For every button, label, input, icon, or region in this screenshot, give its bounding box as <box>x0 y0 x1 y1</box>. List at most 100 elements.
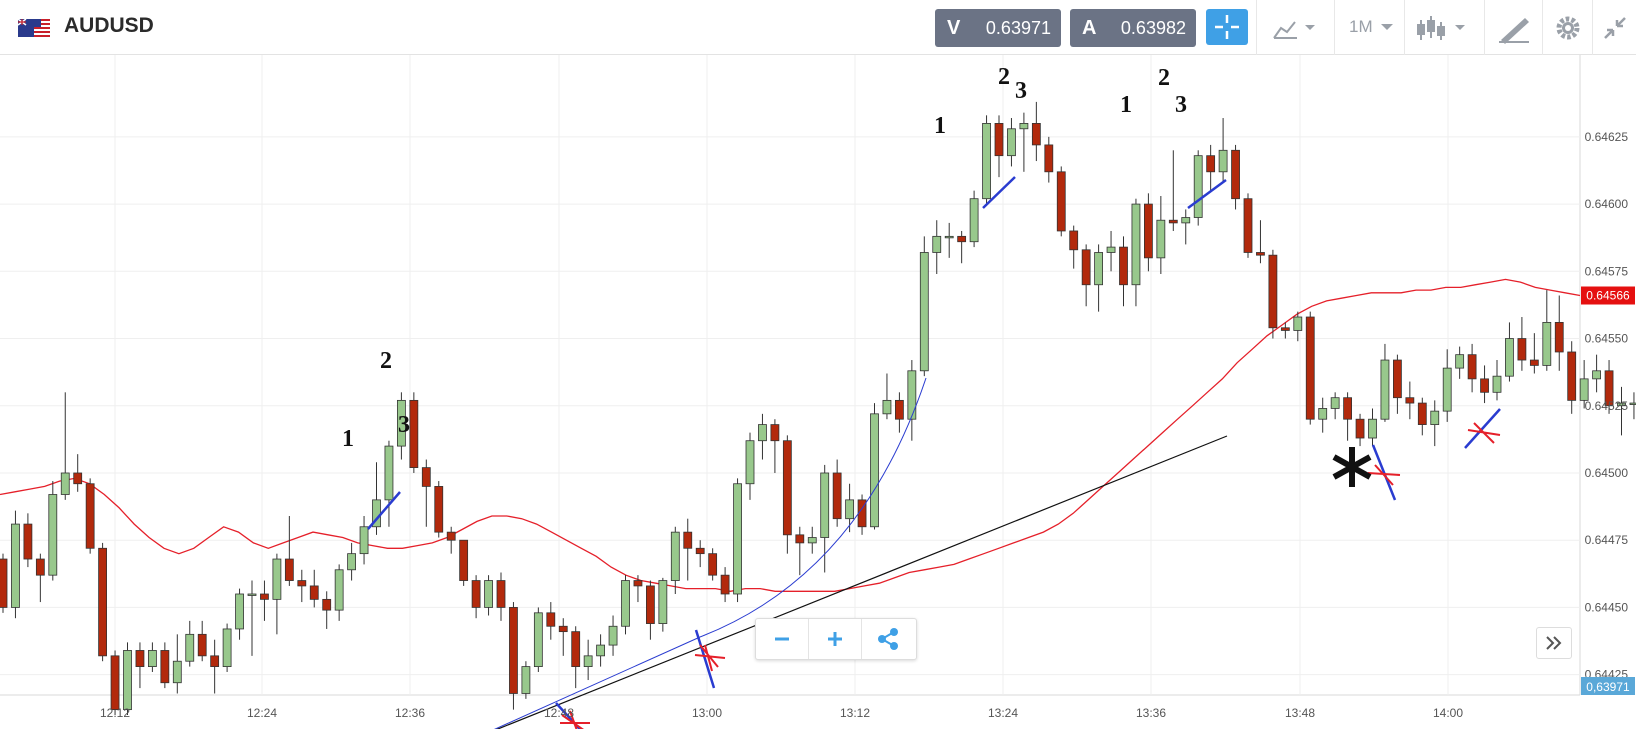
candlestick-icon <box>1417 16 1465 40</box>
candle <box>1467 343 1477 393</box>
candle <box>222 623 232 672</box>
time-tick-label: 13:36 <box>1136 706 1166 720</box>
sell-price: 0.63971 <box>985 18 1051 38</box>
candle <box>147 642 157 672</box>
candle <box>919 236 929 377</box>
candle <box>795 526 805 576</box>
candle <box>1218 118 1228 183</box>
candle <box>733 478 742 603</box>
price-axis[interactable]: 0.64625 0.64600 0.64575 0.64550 0.64525 0.645… <box>1581 130 1635 695</box>
candle <box>670 526 680 594</box>
settings-button[interactable] <box>1542 0 1592 55</box>
candle <box>1393 354 1402 414</box>
candle <box>1069 225 1079 269</box>
candle <box>832 459 842 527</box>
candle <box>1081 244 1091 307</box>
scroll-right-button[interactable] <box>1536 627 1572 659</box>
zoom-out-button[interactable] <box>756 619 809 659</box>
time-tick-label: 13:24 <box>988 706 1018 720</box>
candle <box>172 634 182 694</box>
candle <box>260 580 269 621</box>
candle <box>23 513 33 568</box>
candle <box>85 478 95 554</box>
share-button[interactable] <box>862 619 914 659</box>
crosshair-button[interactable] <box>1206 9 1248 45</box>
candle <box>347 542 357 581</box>
chart-type-line-button[interactable] <box>1256 0 1334 55</box>
candle <box>969 190 979 248</box>
candle <box>409 392 419 473</box>
candle <box>272 553 282 635</box>
candle <box>708 548 718 581</box>
drawing-tools-button[interactable] <box>1484 0 1542 55</box>
candle <box>521 661 531 699</box>
candle <box>123 642 132 715</box>
line-chart-icon <box>1273 21 1315 39</box>
buy-quote-button[interactable]: A 0.63982 <box>1070 9 1196 47</box>
price-tick-label: 0.64500 <box>1585 466 1629 480</box>
trend-line-black <box>496 435 1228 729</box>
price-tick-label: 0.64625 <box>1585 130 1629 144</box>
candle <box>384 440 394 527</box>
candle <box>1044 136 1054 183</box>
pattern-number-label: 2 <box>998 64 1010 90</box>
sell-quote-button[interactable]: V 0.63971 <box>935 9 1061 47</box>
pattern-number-label: 3 <box>1015 78 1027 104</box>
candle <box>359 516 369 565</box>
candle <box>1181 209 1191 245</box>
time-axis[interactable]: 12:12 12:24 12:36 12:48 13:00 13:12 13:24 13:36… <box>100 706 1463 720</box>
candle <box>1305 311 1315 425</box>
chart-grid <box>0 55 1581 696</box>
moving-average-layer <box>0 278 1581 592</box>
time-tick-label: 13:12 <box>840 706 870 720</box>
candle <box>1455 346 1465 379</box>
candle <box>1119 236 1128 307</box>
candle <box>807 526 817 554</box>
flag-au-us-icon <box>18 19 50 37</box>
pattern-number-label: 3 <box>398 412 410 438</box>
candle <box>210 639 220 694</box>
candle <box>1268 249 1278 339</box>
price-tick-label: 0.64575 <box>1585 264 1629 278</box>
collapse-button[interactable] <box>1592 0 1636 55</box>
candle <box>683 518 693 581</box>
candle <box>235 588 244 640</box>
candle <box>720 567 730 603</box>
candle <box>60 392 70 500</box>
candle-style-button[interactable] <box>1404 0 1484 55</box>
candle <box>73 454 83 492</box>
candle <box>1106 230 1116 272</box>
candle <box>957 230 967 264</box>
candle <box>845 483 854 533</box>
candle <box>396 392 406 460</box>
candle <box>907 360 917 441</box>
minus-icon <box>775 637 789 641</box>
candle <box>309 569 319 608</box>
double-chevron-right-icon <box>1546 636 1562 650</box>
timeframe-button[interactable]: 1M <box>1334 0 1404 55</box>
candle <box>509 602 518 710</box>
candle <box>1343 392 1352 441</box>
candle <box>322 591 332 629</box>
candle <box>1430 400 1440 447</box>
draw-pen-icon <box>1499 18 1529 44</box>
pattern-number-label: 2 <box>380 348 392 374</box>
candle <box>994 115 1004 178</box>
sell-letter: V <box>947 17 961 39</box>
candle <box>1505 322 1514 382</box>
candle <box>98 542 107 662</box>
candle <box>284 516 294 586</box>
symbol-title: AUDUSD <box>64 14 154 37</box>
zoom-in-button[interactable] <box>809 619 862 659</box>
toolbar: AUDUSD V 0.63971 A 0.63982 1M <box>0 0 1636 55</box>
candle <box>1380 343 1390 422</box>
asterisk-mark <box>1332 447 1372 487</box>
red-x-marker <box>560 422 1501 729</box>
candle <box>695 540 705 568</box>
pattern-number-label: 1 <box>342 426 354 452</box>
candle <box>745 432 755 500</box>
candle <box>621 575 630 635</box>
candle <box>1492 360 1502 401</box>
candle <box>870 403 879 530</box>
